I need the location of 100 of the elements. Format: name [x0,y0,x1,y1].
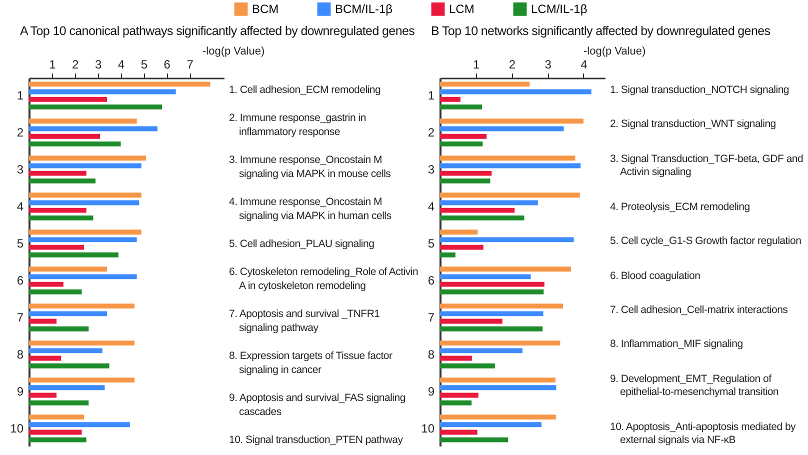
bar [29,422,130,428]
bar [29,392,57,398]
chart-title: B Top 10 networks significantly affected by downregulated genes [431,24,770,38]
bar [440,237,574,242]
text: 7. Cell adhesion_Cell-matrix interactions [610,304,789,318]
bar [29,230,142,235]
bar [29,192,142,198]
text: 8. Expression targets of Tissue factor signaling in cancer [229,350,394,378]
text: 6. Cytoskeleton remodeling_Role of Activin A in cytoskeleton remodeling [229,266,419,294]
bar [29,318,57,324]
bar [29,208,86,213]
bar [440,326,543,332]
bar [29,126,158,132]
bar [440,118,584,124]
bar [29,363,110,368]
bar [440,274,531,280]
bar [440,170,492,176]
x-tick-label: 6 [164,58,171,72]
x-axis-title: -log(p Value) [202,46,265,58]
bar [29,400,89,406]
bar [29,118,137,124]
bar [440,163,581,168]
bar [29,430,82,435]
bar [440,311,544,316]
bar [440,348,522,354]
y-tick-label: 2 [16,126,24,140]
bar [29,237,137,242]
bar [440,304,564,309]
bar [440,430,478,435]
bar [440,215,524,220]
bar [29,282,64,287]
text: 5. Cell adhesion_PLAU signaling [229,238,376,252]
y-tick-label: 1 [428,88,435,103]
bar [440,378,556,383]
x-tick-label: 1 [473,58,480,72]
bar [29,104,162,110]
text: 2. Signal transduction_WNT signaling [610,118,777,132]
text: 9. Development_EMT_Regulation of epithelial-to-mesenchymal transition [610,372,780,400]
text: 7. Apoptosis and survival _TNFR1 signaling pathway [229,308,381,336]
bar [440,89,592,94]
text: 9. Apoptosis and survival_FAS signaling cascades [229,392,406,420]
y-tick-label: 8 [428,347,435,362]
bar [29,356,62,361]
x-axis-title: -log(p Value) [584,46,646,58]
bar [29,89,176,94]
bar [440,363,495,368]
bar [440,192,580,198]
y-tick-label: 7 [16,310,24,324]
bar [440,318,502,324]
y-tick-label: 1 [16,88,24,103]
text: 1. Signal transduction_NOTCH signaling [610,84,790,98]
bar [440,82,530,87]
y-tick-label: 7 [428,310,435,324]
bar [440,437,508,442]
bar [440,200,538,206]
bar [29,82,210,87]
bar [440,104,482,110]
text: 5. Cell cycle_G1-S Growth factor regulation [610,235,802,249]
bar [29,340,135,346]
y-tick-label: 6 [428,273,435,288]
bar [440,400,472,406]
chart-title: A Top 10 canonical pathways significantly affected by downregulated genes [20,24,415,38]
bar [440,422,542,428]
bar [440,340,560,346]
y-tick-label: 9 [16,384,24,398]
bar [440,252,456,258]
y-tick-label: 5 [428,236,435,251]
bar [440,266,571,272]
bar [29,289,82,294]
bar [440,244,484,250]
bar [29,266,107,272]
text: 2. Immune response_gastrin in inflammatory response [229,112,367,140]
legend-label: LCM [449,2,474,16]
y-tick-label: 10 [421,421,435,436]
bar [440,385,556,390]
legend-label: LCM/IL-1β [531,2,588,16]
text: 4. Proteolysis_ECM remodeling [610,200,751,214]
legend-label: BCM/IL-1β [335,2,393,16]
bar [440,414,556,420]
bar [29,170,86,176]
x-tick-label: 1 [49,58,56,72]
bar [29,141,121,146]
bar [29,311,107,316]
bar [440,289,544,294]
y-tick-label: 3 [428,162,435,177]
bar [29,437,86,442]
bar [440,141,483,146]
y-tick-label: 2 [428,126,435,140]
bar [29,414,84,420]
text: 10. Apoptosis_Anti-apoptosis mediated by external signals via NF-κB [610,420,797,448]
x-tick-label: 2 [508,58,516,72]
text: 1. Cell adhesion_ECM remodeling [229,84,382,98]
bar [29,304,135,309]
bar [29,156,146,161]
bar [440,96,460,102]
legend-label: BCM [252,2,279,16]
x-tick-label: 5 [140,58,148,72]
bar [29,274,137,280]
bar [440,156,576,161]
text: 4. Immune response_Oncostain M signaling via MAPK in human cells [229,196,392,224]
